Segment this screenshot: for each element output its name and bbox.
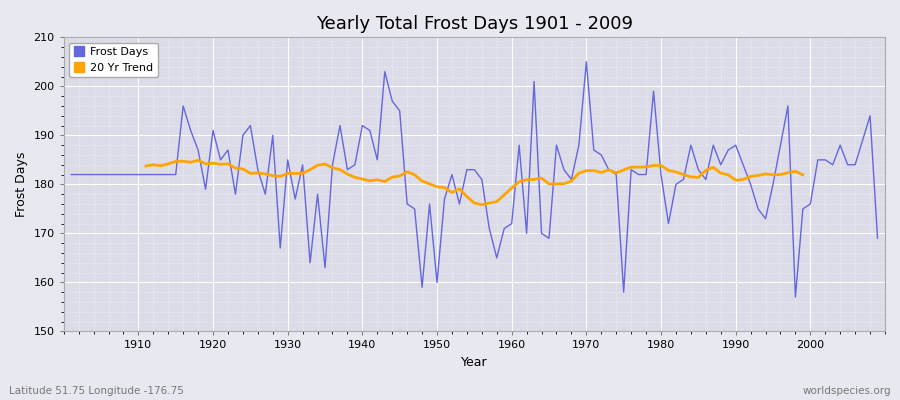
X-axis label: Year: Year	[461, 356, 488, 369]
Title: Yearly Total Frost Days 1901 - 2009: Yearly Total Frost Days 1901 - 2009	[316, 15, 633, 33]
Text: worldspecies.org: worldspecies.org	[803, 386, 891, 396]
Legend: Frost Days, 20 Yr Trend: Frost Days, 20 Yr Trend	[69, 43, 158, 77]
Text: Latitude 51.75 Longitude -176.75: Latitude 51.75 Longitude -176.75	[9, 386, 184, 396]
Y-axis label: Frost Days: Frost Days	[15, 152, 28, 217]
